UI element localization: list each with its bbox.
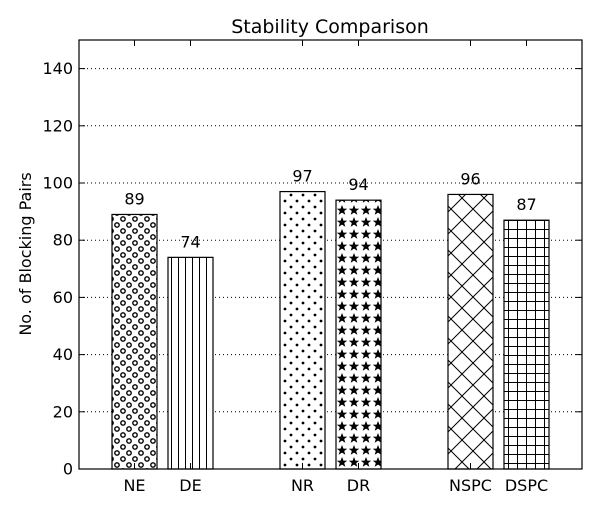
data-label: 87 <box>516 195 536 214</box>
bar-ne <box>111 213 158 470</box>
bar-dspc <box>503 219 550 470</box>
y-tick-label: 120 <box>42 116 73 135</box>
x-tick-label: NSPC <box>449 476 492 495</box>
x-tick-label: DE <box>179 476 201 495</box>
x-tick-label: NE <box>123 476 145 495</box>
y-tick-label: 140 <box>42 59 73 78</box>
bar-dr <box>335 199 382 470</box>
y-tick-label: 60 <box>53 288 73 307</box>
bar-de <box>167 256 214 470</box>
x-tick-label: NR <box>291 476 314 495</box>
x-tick-label: DSPC <box>505 476 548 495</box>
x-tick-label: DR <box>347 476 370 495</box>
data-label: 94 <box>348 175 368 194</box>
y-tick-label: 100 <box>42 174 73 193</box>
bars <box>111 190 550 470</box>
y-tick-label: 20 <box>53 402 73 421</box>
chart-title: Stability Comparison <box>231 16 429 38</box>
data-labels: 89 74 97 94 96 87 <box>124 167 536 252</box>
data-label: 89 <box>124 189 144 208</box>
y-tick-label: 40 <box>53 345 73 364</box>
bar-nr <box>279 190 326 470</box>
y-axis-label: No. of Blocking Pairs <box>16 172 35 335</box>
bar-nspc <box>447 193 494 470</box>
data-label: 97 <box>292 167 312 186</box>
y-tick-label: 0 <box>63 460 73 479</box>
y-tick-label: 80 <box>53 231 73 250</box>
plot-frame <box>78 39 583 470</box>
data-label: 74 <box>180 232 200 251</box>
ticks: 0 20 40 60 80 100 120 140 NE DE NR DR NSPC DSPC <box>42 40 582 495</box>
data-label: 96 <box>460 169 480 188</box>
